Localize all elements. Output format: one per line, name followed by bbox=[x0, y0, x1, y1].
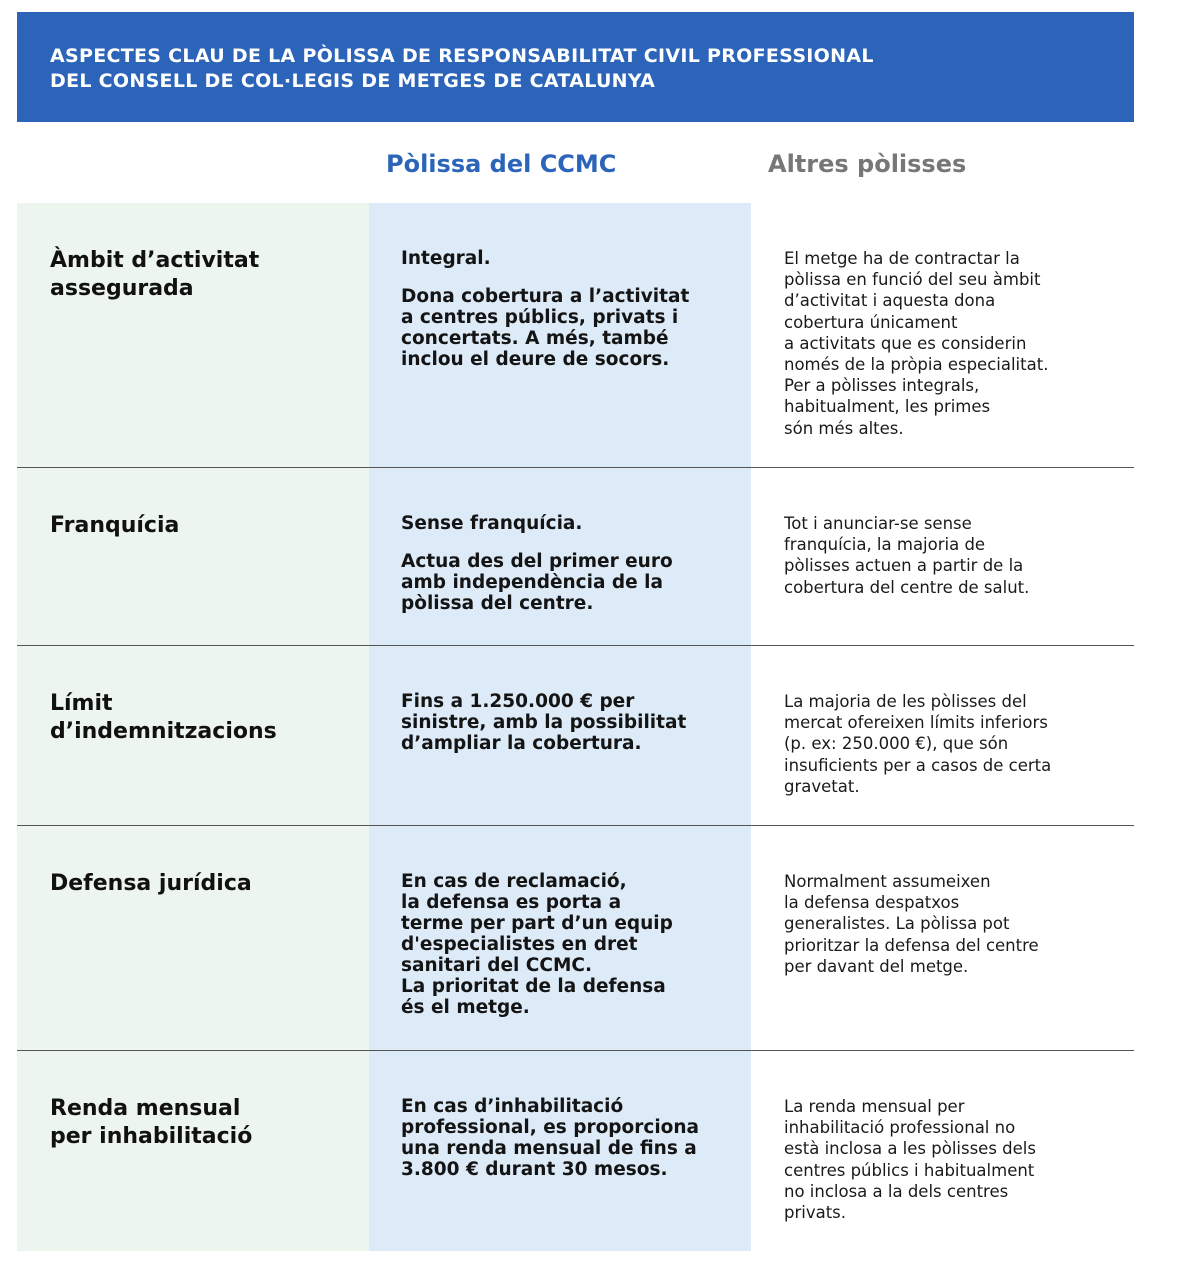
text-line: la defensa despatxos bbox=[784, 893, 960, 913]
label-line: Franquícia bbox=[50, 513, 180, 538]
text-line: franquícia, la majoria de bbox=[784, 535, 986, 555]
ccmc-cell: Sense franquícia. Actua des del primer eu… bbox=[369, 468, 751, 645]
text-line: Actua des del primer euro bbox=[401, 551, 673, 572]
text-line: En cas de reclamació, bbox=[401, 871, 627, 892]
text-line: una renda mensual de fins a bbox=[401, 1138, 697, 1159]
text-line: 3.800 € durant 30 mesos. bbox=[401, 1159, 668, 1180]
text-line: a activitats que es considerin bbox=[784, 333, 1027, 353]
cell-paragraph: Normalment assumeixen la defensa despatxo… bbox=[784, 871, 1124, 977]
text-line: Per a pòlisses integrals, bbox=[784, 376, 980, 396]
text-line: privats. bbox=[784, 1203, 847, 1223]
other-cell: El metge ha de contractar la pòlissa en f… bbox=[751, 203, 1134, 467]
cell-paragraph: Integral. bbox=[401, 248, 731, 269]
row-label: Defensa jurídica bbox=[17, 826, 369, 1050]
text-line: està inclosa a les pòlisses dels bbox=[784, 1139, 1036, 1159]
column-heading-ccmc: Pòlissa del CCMC bbox=[386, 150, 617, 178]
text-line: La prioritat de la defensa bbox=[401, 976, 666, 997]
text-line: terme per part d’un equip bbox=[401, 913, 673, 934]
text-line: professional, es proporciona bbox=[401, 1117, 700, 1138]
text-line: d’ampliar la cobertura. bbox=[401, 733, 642, 754]
label-line: assegurada bbox=[50, 276, 194, 301]
text-line: Sense franquícia. bbox=[401, 513, 583, 534]
text-line: la defensa es porta a bbox=[401, 892, 622, 913]
text-line: cobertura únicament bbox=[784, 312, 958, 332]
text-line: d’activitat i aquesta dona bbox=[784, 291, 996, 311]
text-line: pòlissa del centre. bbox=[401, 593, 594, 614]
text-line: gravetat. bbox=[784, 776, 860, 796]
text-line: La renda mensual per bbox=[784, 1097, 965, 1116]
row-label: Franquícia bbox=[17, 468, 369, 645]
label-line: Límit bbox=[50, 691, 113, 716]
row-label: Àmbit d’activitat assegurada bbox=[17, 203, 369, 467]
table-row: Defensa jurídica En cas de reclamació, la … bbox=[17, 825, 1134, 1050]
text-line: pòlissa en funció del seu àmbit bbox=[784, 270, 1041, 290]
label-line: Àmbit d’activitat bbox=[50, 248, 260, 273]
cell-paragraph: En cas de reclamació, la defensa es porta… bbox=[401, 871, 731, 1018]
cell-paragraph: Dona cobertura a l’activitat a centres pú… bbox=[401, 286, 731, 370]
text-line: inclou el deure de socors. bbox=[401, 349, 670, 370]
text-line: inhabilitació professional no bbox=[784, 1118, 1016, 1138]
text-line: és el metge. bbox=[401, 997, 530, 1018]
text-line: Integral. bbox=[401, 248, 491, 269]
text-line: (p. ex: 250.000 €), que són bbox=[784, 734, 1009, 754]
text-line: Tot i anunciar-se sense bbox=[784, 514, 972, 533]
text-line: Normalment assumeixen bbox=[784, 872, 991, 891]
cell-paragraph: La majoria de les pòlisses del mercat ofe… bbox=[784, 691, 1124, 797]
text-line: La majoria de les pòlisses del bbox=[784, 692, 1027, 711]
title-line: DEL CONSELL DE COL·LEGIS DE METGES DE CA… bbox=[50, 70, 656, 92]
text-line: centres públics i habitualment bbox=[784, 1160, 1035, 1180]
label-line: Renda mensual bbox=[50, 1096, 241, 1121]
title-line: ASPECTES CLAU DE LA PÒLISSA DE RESPONSAB… bbox=[50, 45, 874, 67]
ccmc-cell: En cas d’inhabilitació professional, es p… bbox=[369, 1051, 751, 1251]
text-line: sanitari del CCMC. bbox=[401, 955, 592, 976]
other-cell: Tot i anunciar-se sense franquícia, la ma… bbox=[751, 468, 1134, 645]
text-line: no inclosa a la dels centres bbox=[784, 1181, 1009, 1201]
row-label: Renda mensual per inhabilitació bbox=[17, 1051, 369, 1251]
text-line: mercat ofereixen límits inferiors bbox=[784, 713, 1048, 733]
table-row: Àmbit d’activitat assegurada Integral. Dona… bbox=[17, 203, 1134, 467]
text-line: amb independència de la bbox=[401, 572, 663, 593]
text-line: El metge ha de contractar la bbox=[784, 249, 1020, 268]
cell-paragraph: En cas d’inhabilitació professional, es p… bbox=[401, 1096, 731, 1180]
row-label: Límit d’indemnitzacions bbox=[17, 646, 369, 825]
text-line: Fins a 1.250.000 € per bbox=[401, 691, 635, 712]
cell-paragraph: Sense franquícia. bbox=[401, 513, 731, 534]
text-line: sinistre, amb la possibilitat bbox=[401, 712, 687, 733]
ccmc-cell: Fins a 1.250.000 € per sinistre, amb la p… bbox=[369, 646, 751, 825]
text-line: són més altes. bbox=[784, 418, 904, 438]
ccmc-cell: En cas de reclamació, la defensa es porta… bbox=[369, 826, 751, 1050]
cell-paragraph: Actua des del primer euro amb independènc… bbox=[401, 551, 731, 614]
text-line: prioritzar la defensa del centre bbox=[784, 935, 1039, 955]
label-line: per inhabilitació bbox=[50, 1124, 253, 1149]
comparison-table: Àmbit d’activitat assegurada Integral. Dona… bbox=[17, 203, 1134, 1251]
other-cell: La majoria de les pòlisses del mercat ofe… bbox=[751, 646, 1134, 825]
table-row: Renda mensual per inhabilitació En cas d’i… bbox=[17, 1050, 1134, 1251]
table-row: Límit d’indemnitzacions Fins a 1.250.000 €… bbox=[17, 645, 1134, 825]
text-line: pòlisses actuen a partir de la bbox=[784, 556, 1024, 576]
text-line: generalistes. La pòlissa pot bbox=[784, 914, 1010, 934]
cell-paragraph: La renda mensual per inhabilitació profes… bbox=[784, 1096, 1124, 1223]
other-cell: Normalment assumeixen la defensa despatxo… bbox=[751, 826, 1134, 1050]
text-line: cobertura del centre de salut. bbox=[784, 577, 1030, 597]
text-line: a centres públics, privats i bbox=[401, 307, 679, 328]
text-line: concertats. A més, també bbox=[401, 328, 669, 349]
cell-paragraph: El metge ha de contractar la pòlissa en f… bbox=[784, 248, 1124, 439]
label-line: Defensa jurídica bbox=[50, 871, 252, 896]
cell-paragraph: Tot i anunciar-se sense franquícia, la ma… bbox=[784, 513, 1124, 598]
text-line: Dona cobertura a l’activitat bbox=[401, 286, 690, 307]
cell-paragraph: Fins a 1.250.000 € per sinistre, amb la p… bbox=[401, 691, 731, 754]
table-row: Franquícia Sense franquícia. Actua des del… bbox=[17, 467, 1134, 645]
text-line: per davant del metge. bbox=[784, 956, 969, 976]
text-line: només de la pròpia especialitat. bbox=[784, 355, 1049, 375]
other-cell: La renda mensual per inhabilitació profes… bbox=[751, 1051, 1134, 1251]
label-line: d’indemnitzacions bbox=[50, 719, 277, 744]
ccmc-cell: Integral. Dona cobertura a l’activitat a c… bbox=[369, 203, 751, 467]
text-line: habitualment, les primes bbox=[784, 397, 991, 417]
text-line: insuficients per a casos de certa bbox=[784, 755, 1052, 775]
text-line: d'especialistes en dret bbox=[401, 934, 638, 955]
text-line: En cas d’inhabilitació bbox=[401, 1096, 624, 1117]
column-heading-other: Altres pòlisses bbox=[768, 150, 967, 178]
title-banner: ASPECTES CLAU DE LA PÒLISSA DE RESPONSAB… bbox=[17, 12, 1134, 122]
